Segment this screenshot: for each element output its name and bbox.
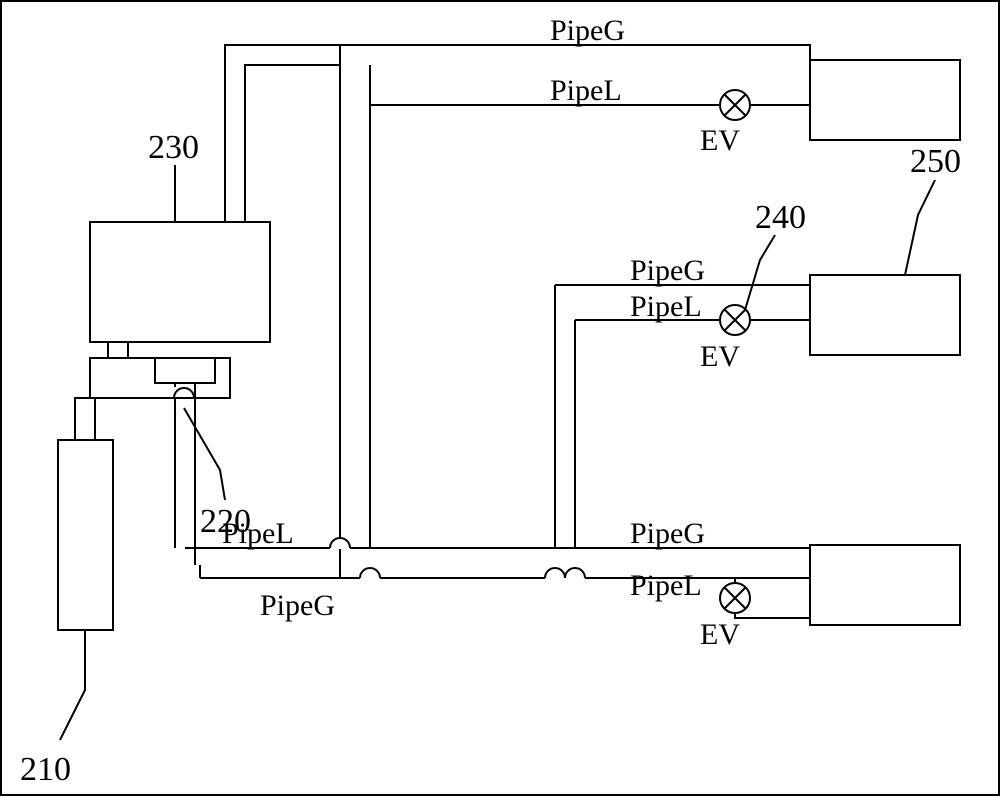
box-indoor_bot — [810, 545, 960, 625]
box-indoor_mid — [810, 275, 960, 355]
callout-line-c240 — [745, 235, 775, 310]
pipe-cond_top_b — [245, 65, 340, 222]
callout-line-c250 — [905, 180, 935, 275]
pipe-left_suction — [75, 398, 90, 440]
pipe-cond_top_a — [225, 45, 340, 222]
label-pg_bot_l: PipeG — [260, 589, 335, 622]
label-pg_mid: PipeG — [630, 254, 705, 287]
label-pg_top: PipeG — [550, 14, 625, 47]
callout-line-c210 — [60, 630, 85, 740]
label-ev_bot: EV — [700, 618, 740, 651]
box-valve_block_220 — [90, 358, 230, 398]
box-compressor_210 — [58, 440, 113, 630]
callout-c250: 250 — [910, 143, 961, 180]
label-pg_bot_r: PipeG — [630, 517, 705, 550]
label-ev_top: EV — [700, 124, 740, 157]
valve-inner-220 — [155, 358, 215, 383]
callout-c230: 230 — [148, 129, 199, 166]
box-indoor_top — [810, 60, 960, 140]
callout-c240: 240 — [755, 199, 806, 236]
pipe-branch_top_g — [340, 45, 810, 60]
label-ev_mid: EV — [700, 340, 740, 373]
label-pl_mid: PipeL — [630, 290, 702, 323]
callout-c210: 210 — [20, 751, 71, 788]
box-condenser_230 — [90, 222, 270, 342]
label-pl_top: PipeL — [550, 74, 622, 107]
label-pl_bot_l: PipeL — [222, 517, 294, 550]
callout-line-c220 — [184, 408, 225, 500]
schematic-diagram: 210220230240250PipeGPipeLEVPipeGPipeLEVP… — [0, 0, 1000, 796]
label-pl_bot_r: PipeL — [630, 569, 702, 602]
